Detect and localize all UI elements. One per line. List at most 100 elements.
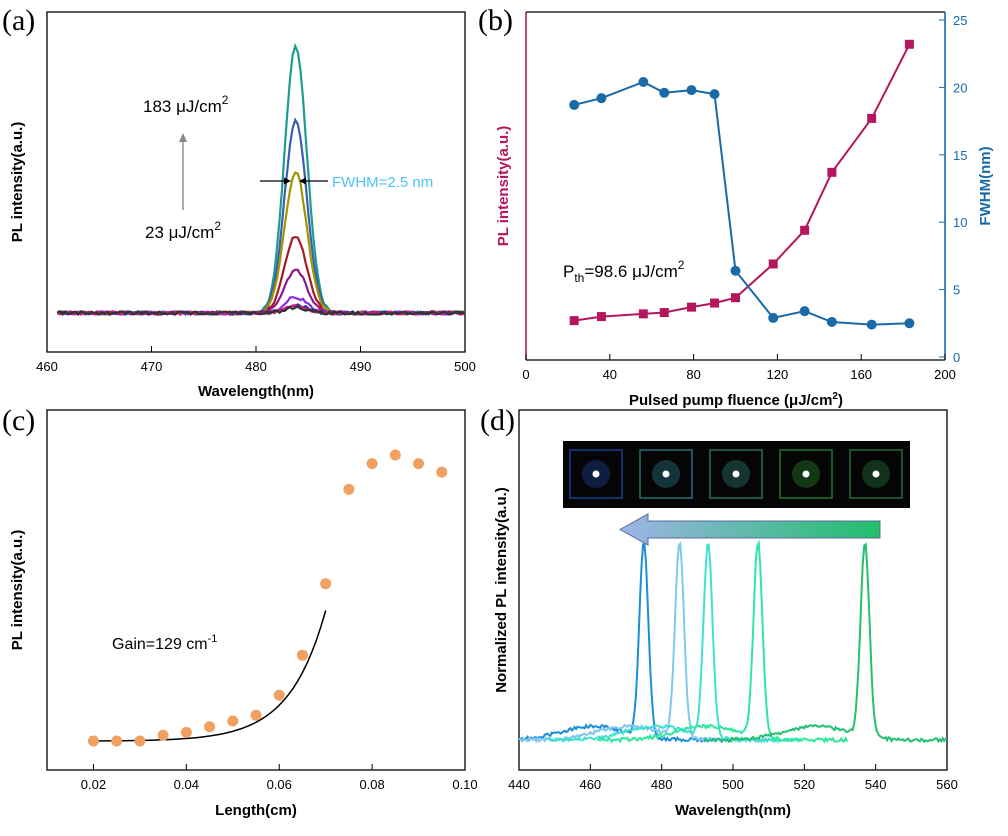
panel-c-data-point <box>250 709 262 721</box>
panel-b-series <box>569 39 915 330</box>
panel-d-x-tick-label: 520 <box>793 777 815 792</box>
panel-c-data-point <box>227 715 239 727</box>
panel-a: (a) 460 470 480 490 500 Wavelength(nm) PL in… <box>2 4 476 400</box>
panel-a-top-fluence: 183 μJ/cm2 <box>143 93 229 116</box>
panel-d-inset-sample-frame <box>639 449 693 499</box>
panel-c-fit-curve <box>93 610 327 742</box>
panel-c-y-title: PL intensity(a.u.) <box>9 530 26 651</box>
panel-b-fwhm-marker <box>709 89 720 100</box>
panel-b-fwhm-marker <box>596 93 607 104</box>
panel-d-inset-sample-frame <box>849 449 903 499</box>
panel-b-pl-marker <box>596 312 606 322</box>
panel-c: (c) 0.02 0.04 0.06 0.08 0.10 Length(cm) PL i… <box>2 404 478 819</box>
panel-c-data-point <box>87 735 99 747</box>
panel-b-fwhm-marker <box>799 306 810 317</box>
panel-d-inset-spot <box>872 470 880 478</box>
panel-c-x-tick-label: 0.08 <box>359 777 384 792</box>
panel-b-pl-marker <box>827 167 837 177</box>
panel-d-inset-spot <box>732 470 740 478</box>
panel-b-fwhm-marker <box>866 319 877 330</box>
panel-b-fwhm-marker <box>826 316 837 327</box>
panel-d-spectrum-line <box>703 542 947 744</box>
panel-b-pl-marker <box>710 298 720 308</box>
panel-c-data-point <box>111 735 123 747</box>
panel-d-x-tick-label: 560 <box>936 777 958 792</box>
panel-b: (b) 0 40 80 120 160 200 0 5 10 15 20 25 Pulsed pum… <box>478 4 994 409</box>
panel-b-x-tick-label: 0 <box>522 367 529 382</box>
panel-a-fluence-arrow-head <box>179 133 187 142</box>
panel-d-curves <box>518 539 947 744</box>
panel-c-data-point <box>180 726 192 738</box>
panel-a-x-tick-label: 460 <box>36 359 58 374</box>
panel-a-x-tick-label: 470 <box>141 359 163 374</box>
panel-d-inset-sample-frame <box>779 449 833 499</box>
panel-b-series-line <box>573 80 910 326</box>
panel-b-y2-tick-label: 5 <box>953 283 960 298</box>
panel-a-x-tick-label: 490 <box>350 359 372 374</box>
panel-c-data-point <box>436 466 448 478</box>
panel-b-fwhm-marker <box>768 312 779 323</box>
panel-d-x-title: Wavelength(nm) <box>675 802 791 819</box>
panel-c-data-point <box>296 649 308 661</box>
panel-a-x-tick-label: 480 <box>245 359 267 374</box>
panel-c-gain-label: Gain=129 cm-1 <box>112 633 217 653</box>
panel-b-y2-tick-label: 0 <box>953 350 960 365</box>
panel-b-pl-marker <box>687 302 697 312</box>
panel-c-data-point <box>389 449 401 461</box>
panel-c-x-tick-label: 0.02 <box>81 777 106 792</box>
panel-b-y2-tick-label: 15 <box>953 148 967 163</box>
panel-c-data-point <box>343 483 355 495</box>
panel-d-inset-spot <box>662 470 670 478</box>
panel-d: (d) 440 460 480 500 520 540 560 Wavelength(nm)… <box>480 404 958 819</box>
panel-d-spectrum-line <box>596 539 849 744</box>
panel-d-x-tick-label: 480 <box>651 777 673 792</box>
panel-c-data-point <box>413 458 425 470</box>
panel-a-bottom-fluence: 23 μJ/cm2 <box>145 219 221 242</box>
panel-a-label: (a) <box>2 4 35 37</box>
panel-c-x-ticks: 0.02 0.04 0.06 0.08 0.10 <box>81 764 478 792</box>
panel-b-y2-ticks: 0 5 10 15 20 25 <box>939 13 967 365</box>
panel-b-x-tick-label: 40 <box>603 367 617 382</box>
panel-a-fwhm-arrowhead-right <box>299 177 306 185</box>
panel-c-data-point <box>157 729 169 741</box>
panel-d-inset-sample-frame <box>569 449 623 499</box>
panel-b-pl-marker <box>659 308 669 318</box>
panel-c-points <box>87 449 448 747</box>
panel-b-y2-tick-label: 10 <box>953 215 967 230</box>
panel-b-fwhm-marker <box>686 85 697 96</box>
panel-b-y2-tick-label: 20 <box>953 80 967 95</box>
panel-b-pl-marker <box>638 309 648 319</box>
panel-a-spectrum-line <box>56 235 466 316</box>
panel-b-y-left-title: PL intensity(a.u.) <box>495 126 512 247</box>
panel-b-x-ticks: 0 40 80 120 160 200 <box>522 354 956 382</box>
panel-b-x-tick-label: 160 <box>850 367 872 382</box>
panel-b-label: (b) <box>478 4 513 37</box>
panel-b-pl-marker <box>569 316 579 326</box>
panel-c-data-point <box>134 735 146 747</box>
panel-d-spectrum-line <box>518 543 734 744</box>
panel-a-y-title: PL intensity(a.u.) <box>9 122 26 243</box>
panel-d-x-ticks: 440 460 480 500 520 540 560 <box>508 764 958 792</box>
panel-d-y-title: Normalized PL intensity(a.u.) <box>493 487 510 693</box>
panel-b-x-tick-label: 200 <box>934 367 956 382</box>
panel-d-x-tick-label: 440 <box>508 777 530 792</box>
panel-a-x-ticks: 460 470 480 490 500 <box>36 346 476 374</box>
panel-d-inset-spot <box>802 470 810 478</box>
panel-c-frame <box>46 409 466 771</box>
panel-b-x-title: Pulsed pump fluence (μJ/cm2) <box>629 391 843 409</box>
panel-b-series-line <box>574 43 911 322</box>
panel-c-x-tick-label: 0.06 <box>267 777 292 792</box>
panel-d-shift-arrow <box>618 513 881 546</box>
panel-a-spectrum-line <box>57 117 466 317</box>
panel-a-fwhm-label: FWHM=2.5 nm <box>332 174 433 191</box>
panel-c-x-tick-label: 0.04 <box>174 777 199 792</box>
panel-d-x-tick-label: 540 <box>865 777 887 792</box>
panel-c-data-point <box>320 578 332 590</box>
panel-a-fwhm-arrowhead-left <box>284 177 291 185</box>
panel-c-data-point <box>204 721 216 733</box>
panel-b-pl-marker <box>904 39 914 49</box>
panel-b-fwhm-marker <box>730 265 741 276</box>
panel-b-y2-tick-label: 25 <box>953 13 967 28</box>
panel-c-label: (c) <box>2 404 35 437</box>
